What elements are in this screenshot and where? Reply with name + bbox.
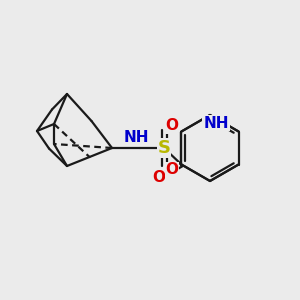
Text: NH: NH <box>123 130 149 146</box>
Text: O: O <box>152 170 165 185</box>
Text: NH: NH <box>203 116 229 130</box>
Text: S: S <box>158 139 170 157</box>
Text: O: O <box>166 118 178 134</box>
Text: O: O <box>166 163 178 178</box>
